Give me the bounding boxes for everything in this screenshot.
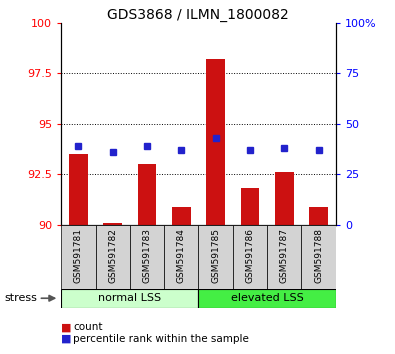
Text: count: count [73, 322, 103, 332]
Bar [198, 225, 233, 289]
Text: GSM591788: GSM591788 [314, 228, 323, 283]
Text: normal LSS: normal LSS [98, 293, 162, 303]
Bar [267, 225, 301, 289]
Text: GSM591783: GSM591783 [143, 228, 152, 283]
Bar [241, 188, 260, 225]
Bar [164, 225, 199, 289]
Text: stress: stress [4, 293, 37, 303]
Bar [233, 225, 267, 289]
Bar [130, 225, 164, 289]
Bar [206, 59, 225, 225]
Bar [69, 154, 88, 225]
Text: ■: ■ [61, 322, 72, 332]
Bar [172, 207, 191, 225]
Text: GSM591787: GSM591787 [280, 228, 289, 283]
Text: ■: ■ [61, 334, 72, 344]
Text: GSM591786: GSM591786 [245, 228, 254, 283]
Text: GSM591785: GSM591785 [211, 228, 220, 283]
Bar [137, 164, 156, 225]
Text: percentile rank within the sample: percentile rank within the sample [73, 334, 249, 344]
Bar [61, 225, 96, 289]
Bar [103, 223, 122, 225]
Text: GSM591784: GSM591784 [177, 228, 186, 283]
Text: GDS3868 / ILMN_1800082: GDS3868 / ILMN_1800082 [107, 8, 288, 22]
Bar [275, 172, 294, 225]
Text: GSM591781: GSM591781 [74, 228, 83, 283]
Bar [96, 225, 130, 289]
Bar [301, 225, 336, 289]
Bar [198, 289, 336, 308]
Text: elevated LSS: elevated LSS [231, 293, 303, 303]
Text: GSM591782: GSM591782 [108, 228, 117, 283]
Bar [61, 289, 198, 308]
Bar [309, 207, 328, 225]
